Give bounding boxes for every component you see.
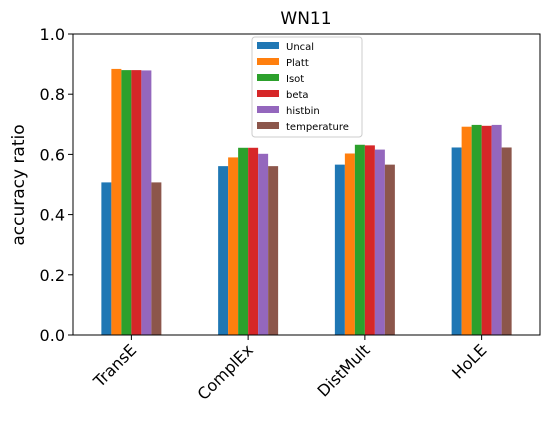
legend-box: [251, 36, 363, 138]
bar-histbin-transe: [141, 70, 152, 336]
bar-temperature-hole: [501, 147, 512, 335]
legend: Uncal Platt Isot beta histbin temperature: [251, 36, 363, 138]
bar-temperature-complex: [268, 166, 279, 335]
bar-uncal-hole: [451, 147, 462, 335]
legend-label-platt: Platt: [286, 58, 309, 69]
bars-layer: [101, 68, 512, 336]
y-tick-label: 0.0: [40, 326, 65, 345]
y-tick-label: 0.2: [40, 266, 65, 285]
y-tick-label: 0.4: [40, 206, 65, 225]
bar-platt-complex: [228, 157, 239, 335]
legend-label-beta: beta: [286, 90, 309, 101]
bar-isot-transe: [121, 70, 132, 336]
plot-frame: [72, 33, 541, 336]
x-axis: TransE ComplEx DistMult HoLE: [89, 335, 490, 404]
bar-platt-hole: [461, 126, 472, 335]
bar-histbin-hole: [491, 124, 502, 335]
bar-beta-distmult: [364, 145, 375, 335]
bar-platt-transe: [111, 68, 122, 335]
bar-uncal-distmult: [334, 164, 345, 335]
chart-title: WN11: [280, 9, 331, 29]
bar-beta-hole: [481, 125, 492, 336]
bar-histbin-distmult: [374, 149, 385, 335]
bar-isot-distmult: [354, 144, 365, 335]
legend-label-isot: Isot: [286, 74, 304, 85]
bar-uncal-complex: [218, 166, 229, 335]
legend-swatch-isot: [257, 74, 279, 81]
bar-platt-distmult: [344, 153, 355, 335]
legend-swatch-histbin: [257, 106, 279, 113]
x-tick-label: ComplEx: [194, 340, 257, 403]
legend-label-histbin: histbin: [286, 106, 320, 117]
bar-uncal-transe: [101, 182, 112, 335]
y-tick-label: 0.8: [40, 85, 65, 104]
y-axis-label: accuracy ratio: [9, 124, 29, 245]
legend-swatch-beta: [257, 90, 279, 97]
legend-swatch-platt: [257, 58, 279, 65]
bar-beta-transe: [131, 70, 142, 336]
x-tick-label: DistMult: [314, 340, 374, 400]
legend-swatch-uncal: [257, 42, 279, 49]
legend-swatch-temperature: [257, 122, 279, 129]
legend-label-uncal: Uncal: [286, 42, 314, 53]
x-tick-label: TransE: [89, 340, 140, 391]
y-axis: 0.0 0.2 0.4 0.6 0.8 1.0: [40, 25, 73, 345]
bar-beta-complex: [248, 147, 259, 335]
legend-label-temperature: temperature: [286, 122, 349, 133]
bar-histbin-complex: [258, 153, 269, 335]
bar-isot-complex: [238, 147, 249, 335]
x-tick-label: HoLE: [448, 340, 490, 382]
y-tick-label: 1.0: [40, 25, 65, 44]
y-tick-label: 0.6: [40, 145, 65, 164]
bar-temperature-transe: [151, 182, 162, 335]
bar-isot-hole: [471, 124, 482, 335]
bar-temperature-distmult: [384, 164, 395, 335]
